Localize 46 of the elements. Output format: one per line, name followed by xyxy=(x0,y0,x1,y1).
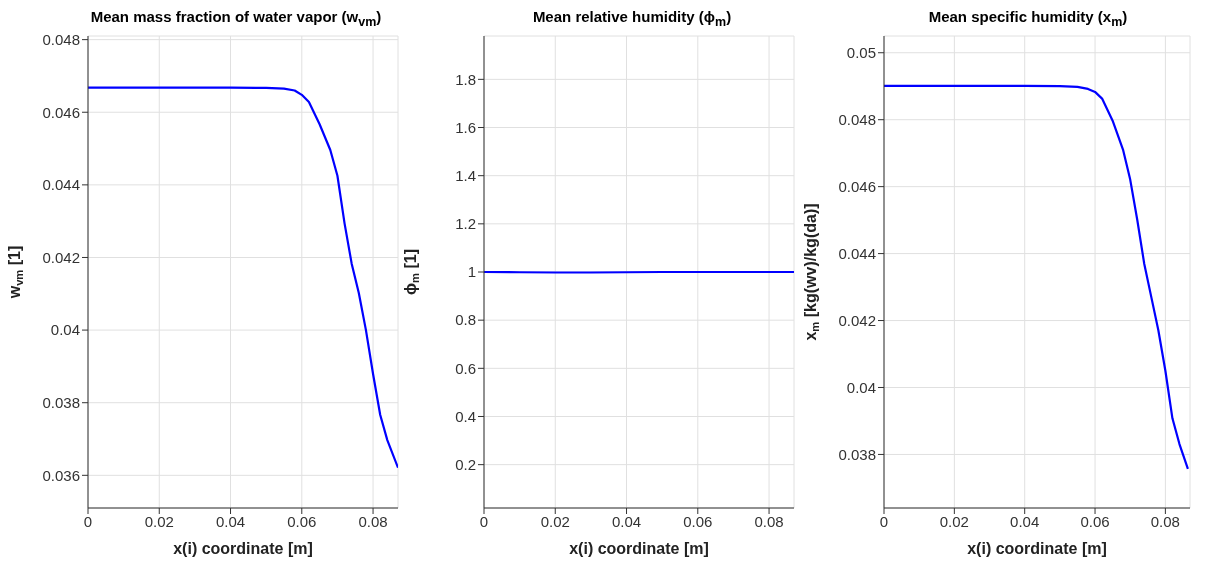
y-tick-label: 0.6 xyxy=(455,359,476,377)
x-tick-label: 0 xyxy=(83,512,93,530)
line-series xyxy=(88,86,398,469)
x-tick-label: 0.04 xyxy=(215,512,246,530)
x-tick-label: 0.08 xyxy=(754,512,784,530)
y-tick-label: 0.04 xyxy=(846,378,876,396)
x-tick-label: 0.02 xyxy=(540,512,570,530)
x-tick-label: 0.02 xyxy=(939,512,969,530)
x-tick-label: 0.02 xyxy=(144,512,174,530)
line-series xyxy=(884,84,1189,470)
chart-title: Mean mass fraction of water vapor (w$_{vm}$) xyxy=(89,8,383,30)
x-axis-title: x(i) coordinate [m] xyxy=(173,540,313,557)
y-tick-label: 1.8 xyxy=(455,70,476,88)
y-tick-label: 0.04 xyxy=(50,321,80,339)
x-axis-title: x(i) coordinate [m] xyxy=(569,540,709,557)
y-tick-label: 0.8 xyxy=(455,311,476,329)
chart-title: Mean relative humidity (ϕ$_{m}$) xyxy=(531,8,733,30)
y-tick-label: 0.2 xyxy=(455,455,476,473)
y-tick-label: 0.044 xyxy=(42,176,80,194)
y-tick-label: 1.4 xyxy=(455,167,476,184)
y-tick-label: 0.4 xyxy=(455,407,476,425)
x-axis-title: x(i) coordinate [m] xyxy=(967,540,1107,557)
y-tick-label: 1.6 xyxy=(455,118,476,136)
y-tick-label: 0.046 xyxy=(838,177,876,195)
x-tick-label: 0.08 xyxy=(1150,512,1180,530)
y-tick-label: 0.048 xyxy=(838,111,876,129)
x-tick-label: 0 xyxy=(879,512,889,530)
x-tick-label: 0.04 xyxy=(611,512,642,530)
chart-title: Mean specific humidity (x$_{m}$) xyxy=(927,8,1129,30)
y-tick-label: 0.048 xyxy=(42,30,80,48)
x-tick-label: 0.06 xyxy=(683,512,713,530)
y-tick-label: 0.05 xyxy=(846,44,876,62)
y-tick-label: 0.038 xyxy=(42,394,80,412)
y-tick-label: 0.036 xyxy=(42,466,80,484)
y-tick-label: 1 xyxy=(467,263,476,281)
y-tick-label: 0.042 xyxy=(838,311,876,329)
x-tick-label: 0.04 xyxy=(1010,512,1040,530)
x-tick-label: 0.08 xyxy=(358,512,388,530)
y-tick-label: 0.038 xyxy=(838,445,876,463)
y-tick-label: 1.2 xyxy=(455,215,476,233)
x-tick-label: 0.06 xyxy=(1080,512,1110,530)
y-tick-label: 0.046 xyxy=(42,103,80,121)
x-tick-label: 0 xyxy=(479,512,489,530)
x-tick-label: 0.06 xyxy=(287,512,317,530)
y-tick-label: 0.044 xyxy=(838,244,876,262)
y-tick-label: 0.042 xyxy=(42,248,80,266)
